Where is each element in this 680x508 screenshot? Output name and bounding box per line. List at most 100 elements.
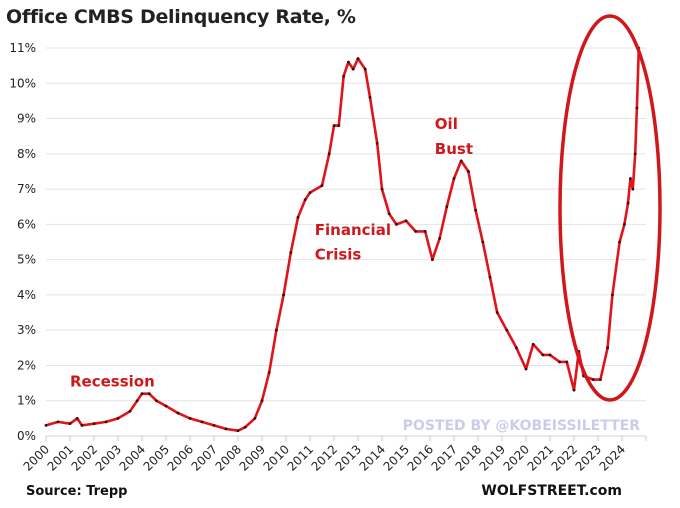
- data-point: [474, 208, 477, 212]
- x-tick-label: 2018: [453, 442, 484, 473]
- data-point: [176, 411, 180, 415]
- data-point: [404, 219, 408, 223]
- watermark: POSTED BY @KOBEISSILETTER: [403, 418, 641, 434]
- data-point: [459, 159, 463, 163]
- data-point: [531, 342, 535, 346]
- x-tick-label: 2019: [477, 442, 508, 473]
- x-tick-label: 2012: [309, 442, 340, 473]
- data-point: [147, 392, 151, 396]
- y-tick-label: 6%: [17, 217, 36, 231]
- data-point: [164, 404, 168, 408]
- x-tick-label: 2011: [285, 442, 316, 473]
- data-point: [631, 187, 635, 191]
- data-point: [572, 388, 576, 392]
- y-tick-label: 9%: [17, 112, 36, 126]
- data-point: [524, 367, 528, 371]
- x-tick-label: 2005: [141, 442, 172, 473]
- x-tick-label: 2001: [45, 442, 76, 473]
- data-point: [56, 420, 60, 424]
- data-point: [395, 222, 398, 226]
- data-point: [308, 191, 312, 195]
- data-point: [200, 420, 204, 424]
- data-point: [565, 360, 569, 364]
- credit-note: WOLFSTREET.com: [481, 483, 622, 499]
- data-point: [452, 177, 456, 180]
- data-point: [75, 416, 79, 420]
- data-point: [606, 346, 609, 350]
- data-point: [467, 170, 470, 173]
- data-point: [253, 416, 257, 420]
- data-point: [212, 424, 216, 427]
- data-point: [320, 184, 324, 187]
- data-point: [92, 422, 96, 426]
- data-point: [275, 328, 278, 332]
- x-tick-label: 2010: [261, 442, 292, 473]
- x-tick-label: 2008: [213, 442, 244, 473]
- data-point: [282, 293, 285, 297]
- source-note: Source: Trepp: [26, 484, 128, 499]
- data-point: [611, 293, 614, 297]
- annotation-label: Recession: [70, 373, 155, 391]
- x-tick-label: 2021: [525, 442, 556, 473]
- x-tick-label: 2016: [405, 442, 436, 473]
- y-tick-label: 4%: [17, 288, 36, 302]
- data-point: [629, 177, 632, 180]
- data-point: [438, 237, 441, 240]
- data-point: [260, 399, 264, 403]
- data-point: [68, 422, 72, 426]
- x-tick-label: 2023: [573, 442, 604, 473]
- y-tick-label: 1%: [17, 394, 36, 408]
- x-tick-label: 2006: [165, 442, 196, 473]
- y-tick-label: 11%: [9, 41, 36, 55]
- data-point: [351, 67, 355, 71]
- x-tick-label: 2004: [117, 442, 148, 473]
- y-tick-label: 10%: [9, 76, 36, 90]
- data-point: [488, 275, 492, 279]
- data-point: [375, 141, 379, 145]
- x-tick-label: 2020: [501, 442, 532, 473]
- annotation-label: Financial: [315, 221, 391, 239]
- annotation-label: Crisis: [315, 246, 362, 264]
- data-point: [128, 409, 132, 413]
- data-point: [342, 74, 345, 78]
- data-point: [423, 230, 427, 233]
- x-tick-label: 2024: [597, 442, 628, 473]
- y-tick-label: 3%: [17, 323, 36, 337]
- data-point: [80, 424, 84, 427]
- x-tick-label: 2017: [429, 442, 460, 473]
- x-tick-label: 2000: [21, 442, 52, 473]
- data-point: [635, 106, 639, 110]
- x-tick-label: 2002: [69, 442, 100, 473]
- data-point: [548, 353, 552, 357]
- x-tick-label: 2007: [189, 442, 220, 473]
- data-point: [303, 198, 307, 202]
- y-tick-label: 5%: [17, 253, 36, 267]
- data-point: [135, 399, 139, 403]
- data-point: [188, 416, 192, 420]
- x-tick-label: 2013: [333, 442, 364, 473]
- data-point: [296, 215, 300, 219]
- data-point: [633, 152, 637, 156]
- data-point: [368, 95, 372, 99]
- data-point: [591, 378, 595, 381]
- data-point: [337, 124, 341, 127]
- data-point: [44, 424, 48, 427]
- data-point: [140, 392, 144, 396]
- y-tick-label: 7%: [17, 182, 36, 196]
- data-point: [327, 152, 331, 156]
- x-tick-label: 2003: [93, 442, 124, 473]
- data-point: [495, 311, 499, 314]
- x-tick-label: 2015: [381, 442, 412, 473]
- data-point: [380, 187, 384, 191]
- highlight-ellipse: [558, 14, 662, 402]
- x-tick-label: 2009: [237, 442, 268, 473]
- data-point: [414, 230, 417, 233]
- data-point: [481, 240, 485, 244]
- data-point: [387, 212, 391, 216]
- data-point: [155, 399, 158, 403]
- x-tick-label: 2014: [357, 442, 388, 473]
- data-point: [558, 360, 561, 364]
- data-point: [505, 328, 509, 332]
- data-point: [541, 353, 545, 357]
